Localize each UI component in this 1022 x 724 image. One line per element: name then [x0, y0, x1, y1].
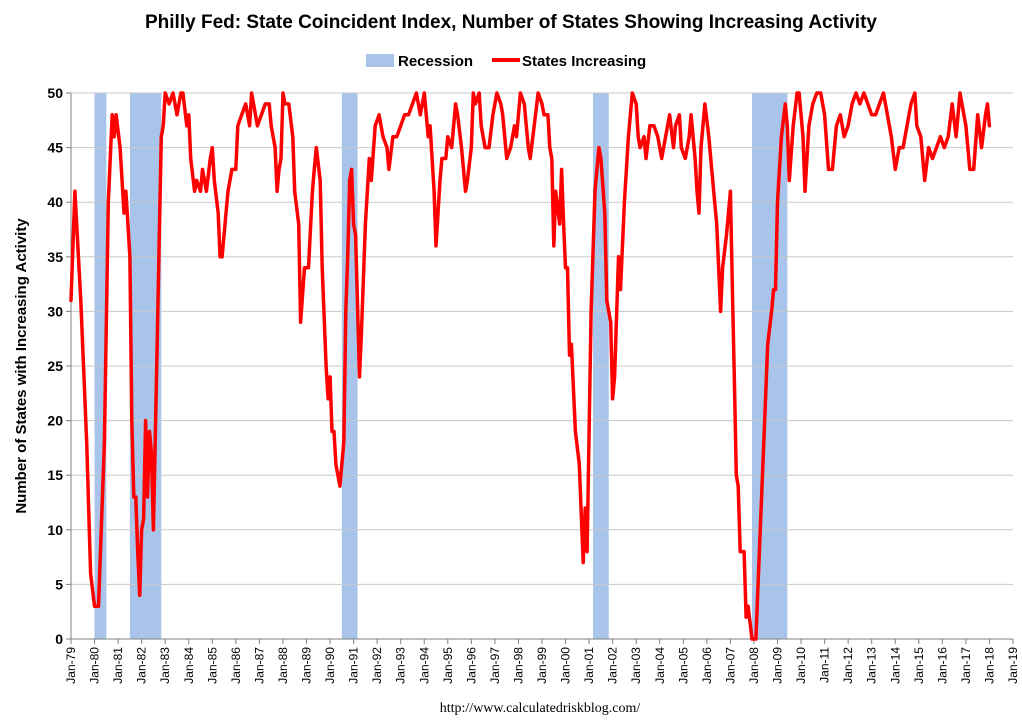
x-tick-label-Jan-12: Jan-12 — [841, 647, 855, 684]
x-tick-label-Jan-17: Jan-17 — [959, 647, 973, 684]
x-tick-label-Jan-90: Jan-90 — [323, 647, 337, 684]
x-tick-label-Jan-15: Jan-15 — [912, 647, 926, 684]
x-tick-label-Jan-06: Jan-06 — [700, 647, 714, 684]
x-tick-label-Jan-87: Jan-87 — [252, 647, 266, 684]
x-tick-label-Jan-99: Jan-99 — [535, 647, 549, 684]
x-tick-label-Jan-84: Jan-84 — [182, 647, 196, 684]
x-tick-label-Jan-10: Jan-10 — [794, 647, 808, 684]
x-tick-label-Jan-16: Jan-16 — [935, 647, 949, 684]
chart-title: Philly Fed: State Coincident Index, Numb… — [145, 12, 877, 33]
x-tick-labels: Jan-79 Jan-80 Jan-81 Jan-82 Jan-83 Jan-84 Jan-… — [64, 647, 1020, 684]
y-tick-label-35: 35 — [47, 249, 63, 265]
x-tick-label-Jan-92: Jan-92 — [370, 647, 384, 684]
x-tick-label-Jan-86: Jan-86 — [229, 647, 243, 684]
x-tick-label-Jan-09: Jan-09 — [771, 647, 785, 684]
series-states-increasing — [69, 91, 992, 641]
x-tick-label-Jan-05: Jan-05 — [676, 647, 690, 684]
x-tick-label-Jan-03: Jan-03 — [629, 647, 643, 684]
y-tick-label-25: 25 — [47, 358, 63, 374]
x-tick-label-Jan-88: Jan-88 — [276, 647, 290, 684]
x-tick-label-Jan-97: Jan-97 — [488, 647, 502, 684]
x-tick-label-Jan-89: Jan-89 — [300, 647, 314, 684]
x-tick-label-Jan-83: Jan-83 — [158, 647, 172, 684]
legend: Recession States Increasing — [366, 53, 646, 70]
x-tick-label-Jan-00: Jan-00 — [559, 647, 573, 684]
x-tick-label-Jan-14: Jan-14 — [888, 647, 902, 684]
x-tick-label-Jan-11: Jan-11 — [818, 647, 832, 683]
x-tick-label-Jan-01: Jan-01 — [582, 647, 596, 684]
x-tick-label-Jan-13: Jan-13 — [865, 647, 879, 684]
y-tick-label-30: 30 — [47, 303, 63, 319]
x-tick-label-Jan-94: Jan-94 — [417, 647, 431, 684]
axes — [70, 93, 1014, 644]
x-tick-label-Jan-82: Jan-82 — [135, 647, 149, 684]
x-tick-label-Jan-93: Jan-93 — [394, 647, 408, 684]
x-tick-label-Jan-79: Jan-79 — [64, 647, 78, 684]
y-tick-label-15: 15 — [47, 467, 63, 483]
x-tick-label-Jan-91: Jan-91 — [347, 647, 361, 684]
x-tick-label-Jan-96: Jan-96 — [464, 647, 478, 684]
series-line-0 — [69, 91, 992, 641]
x-tick-label-Jan-04: Jan-04 — [653, 647, 667, 684]
x-tick-label-Jan-07: Jan-07 — [723, 647, 737, 684]
x-tick-label-Jan-80: Jan-80 — [88, 647, 102, 684]
y-tick-label-50: 50 — [47, 85, 63, 101]
x-tick-label-Jan-98: Jan-98 — [511, 647, 525, 684]
x-tick-label-Jan-18: Jan-18 — [982, 647, 996, 684]
y-tick-labels: 0 5 10 15 20 25 30 35 40 45 50 — [47, 85, 63, 647]
legend-swatch-recession — [366, 54, 394, 67]
y-tick-label-45: 45 — [47, 140, 63, 156]
y-tick-label-0: 0 — [55, 631, 63, 647]
x-tick-label-Jan-02: Jan-02 — [606, 647, 620, 684]
x-tick-label-Jan-08: Jan-08 — [747, 647, 761, 684]
x-tick-label-Jan-81: Jan-81 — [111, 647, 125, 684]
x-tick-label-Jan-85: Jan-85 — [205, 647, 219, 684]
legend-label-recession: Recession — [398, 53, 473, 70]
x-tick-label-Jan-95: Jan-95 — [441, 647, 455, 684]
y-tick-label-40: 40 — [47, 194, 63, 210]
x-tick-label-Jan-19: Jan-19 — [1006, 647, 1020, 684]
y-tick-label-20: 20 — [47, 413, 63, 429]
y-axis-label: Number of States with Increasing Activit… — [13, 218, 30, 514]
y-tick-label-5: 5 — [55, 576, 63, 592]
source-url: http://www.calculatedriskblog.com/ — [440, 701, 641, 716]
legend-label-states-increasing: States Increasing — [522, 53, 646, 70]
y-tick-label-10: 10 — [47, 522, 63, 538]
